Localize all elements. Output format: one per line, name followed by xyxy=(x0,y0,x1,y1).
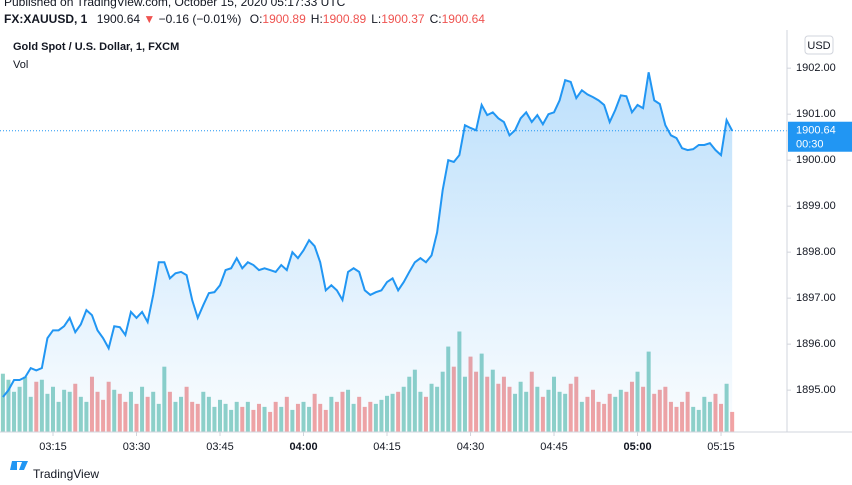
chart-title: Gold Spot / U.S. Dollar, 1, FXCM xyxy=(13,41,179,53)
x-tick-label: 03:15 xyxy=(39,441,67,453)
price-change: −0.16 (−0.01%) xyxy=(158,12,242,26)
y-tick-label: 1902.00 xyxy=(796,62,836,74)
ohlc-label: L: xyxy=(371,12,382,26)
symbol: FX:XAUUSD, 1 xyxy=(4,12,88,26)
x-tick-label: 04:45 xyxy=(540,441,568,453)
currency-box[interactable] xyxy=(804,35,834,55)
y-tick-label: 1898.00 xyxy=(796,246,836,258)
last-price: 1900.64 xyxy=(96,12,141,26)
volume-label: Vol xyxy=(13,59,28,71)
published-note: Published on TradingView.com, October 15… xyxy=(4,0,346,9)
price-line xyxy=(2,72,734,398)
brand-logo xyxy=(10,461,28,470)
x-tick-label: 04:15 xyxy=(373,441,401,453)
x-tick-label: 04:00 xyxy=(289,441,317,453)
ohlc-value: 1900.37 xyxy=(381,12,425,26)
symbol-bar: FX:XAUUSD, 1 1900.64 ▼ −0.16 (−0.01%) O:… xyxy=(4,12,485,26)
y-tick-label: 1896.00 xyxy=(796,338,836,350)
x-tick-label: 04:30 xyxy=(457,441,485,453)
countdown: 00:30 xyxy=(796,139,824,151)
y-tick-label: 1895.00 xyxy=(796,384,836,396)
down-arrow: ▼ xyxy=(143,12,156,26)
ohlc-label: O: xyxy=(249,12,263,26)
y-tick-label: 1897.00 xyxy=(796,292,836,304)
currency: USD xyxy=(807,40,830,52)
brand: TradingView xyxy=(33,467,99,481)
ohlc: O:1900.89 H:1900.89 L:1900.37 C:1900.64 xyxy=(245,12,485,26)
ohlc-value: 1900.64 xyxy=(441,12,485,26)
ohlc-value: 1900.89 xyxy=(262,12,306,26)
x-tick-label: 03:45 xyxy=(206,441,234,453)
price-area xyxy=(2,72,733,432)
ohlc-value: 1900.89 xyxy=(322,12,367,26)
x-tick-label: 05:15 xyxy=(707,441,735,453)
last-price-label: 1900.64 xyxy=(796,125,836,137)
y-tick-label: 1901.00 xyxy=(796,108,836,120)
last-price-tag xyxy=(788,121,852,152)
x-tick-label: 05:00 xyxy=(623,441,651,453)
ohlc-label: C: xyxy=(429,12,442,26)
ohlc-label: H: xyxy=(310,12,323,26)
x-tick-label: 03:30 xyxy=(123,441,151,453)
y-tick-label: 1900.00 xyxy=(796,154,836,166)
y-tick-label: 1899.00 xyxy=(796,200,836,212)
